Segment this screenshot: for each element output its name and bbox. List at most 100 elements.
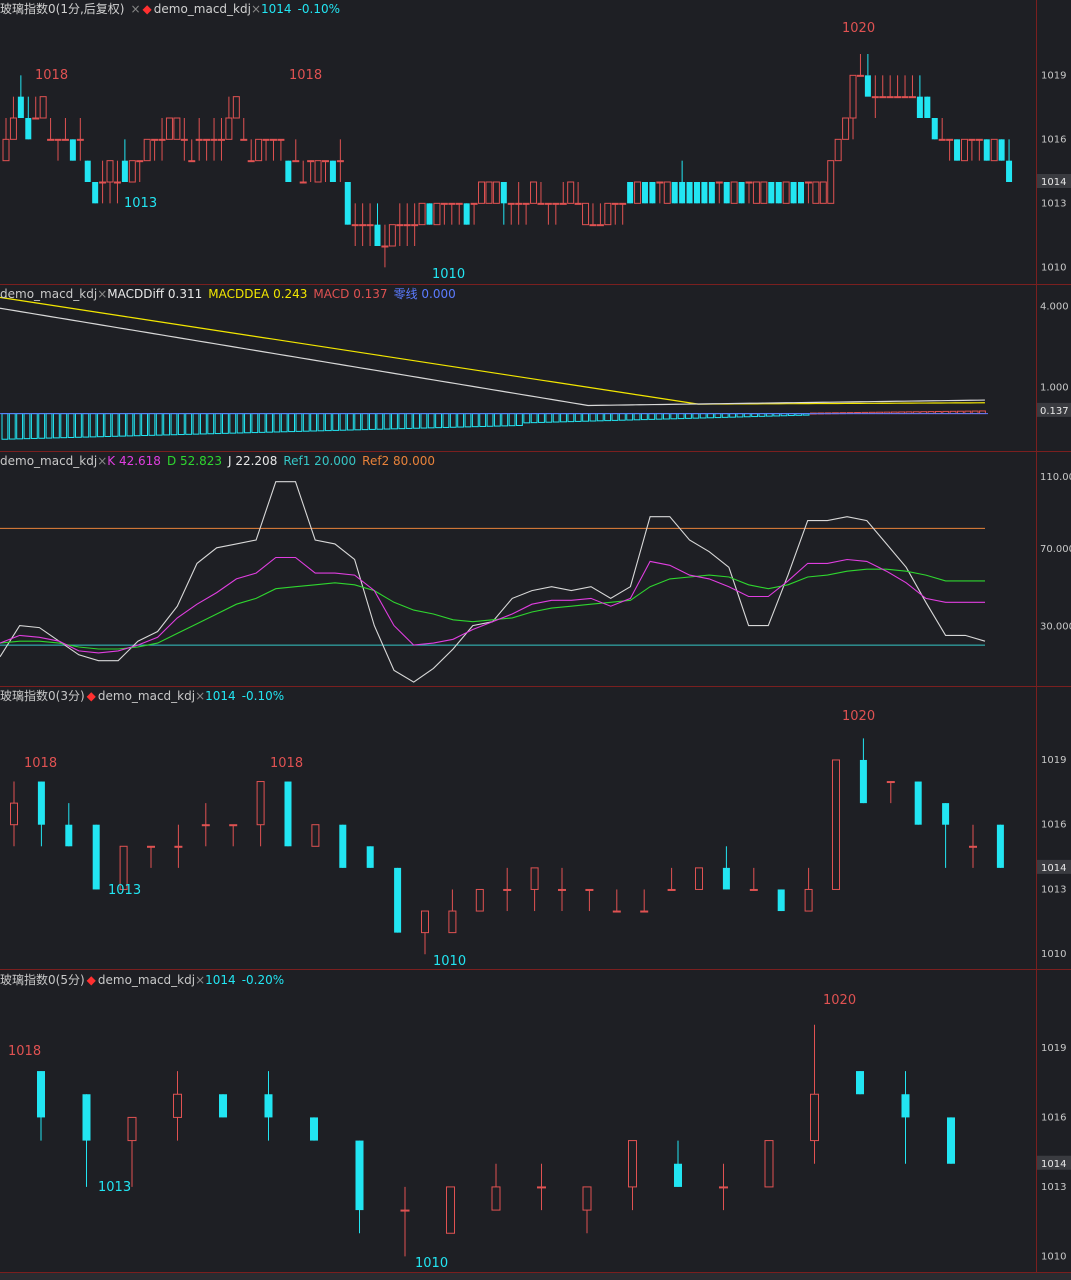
macd-histogram-bar bbox=[736, 413, 744, 418]
macd-histogram-bar bbox=[111, 413, 119, 437]
legend-macd: demo_macd_kdj×MACDDiff 0.311 MACDDEA 0.24… bbox=[0, 287, 462, 301]
k5-high-label: 1018 bbox=[8, 1044, 41, 1059]
legend-k1-sep[interactable]: × bbox=[130, 2, 141, 16]
k1-candle-down bbox=[701, 182, 708, 204]
k1-candle-up bbox=[210, 138, 218, 141]
legend-k3-close[interactable]: × bbox=[195, 689, 206, 703]
k3-candle-down bbox=[859, 759, 867, 804]
k1-price-tick: 1016 bbox=[1041, 134, 1066, 145]
k1-candle-up bbox=[173, 117, 181, 140]
k5-candle-down bbox=[310, 1117, 318, 1141]
k5-candle-up bbox=[810, 1093, 819, 1142]
k3-candle-down bbox=[394, 867, 402, 933]
macd-histogram-bar bbox=[604, 413, 612, 422]
legend-k5-pct: -0.20% bbox=[241, 973, 285, 987]
macd-histogram-bar bbox=[141, 413, 148, 437]
legend-kdj-close[interactable]: × bbox=[97, 454, 108, 468]
k5-candle-down bbox=[947, 1117, 955, 1164]
macd-histogram-bar bbox=[133, 413, 141, 437]
macd-histogram-bar bbox=[324, 413, 332, 432]
legend-kdj-ref1: Ref1 20.000 bbox=[283, 454, 357, 468]
k3-candle-up bbox=[229, 824, 238, 827]
k1-candle-up bbox=[307, 160, 315, 163]
k1-candle-down bbox=[723, 182, 730, 204]
k1-candle-up bbox=[151, 138, 159, 141]
macd-histogram-bar bbox=[405, 413, 413, 429]
k1-candle-up bbox=[827, 160, 835, 204]
k1-candle-down bbox=[649, 182, 656, 204]
k1-candle-up bbox=[567, 181, 575, 204]
legend-k3: 玻璃指数0(3分) ◆ demo_macd_kdj×1014 -0.10% bbox=[0, 689, 290, 703]
k1-price-tick: 1019 bbox=[1041, 70, 1066, 81]
k3-candle-up bbox=[804, 888, 813, 912]
k3-high-label: 1020 bbox=[842, 709, 875, 724]
k3-high-label: 1018 bbox=[270, 756, 303, 771]
k3-candle-down bbox=[339, 824, 347, 868]
k3-candle-down bbox=[996, 824, 1004, 868]
k1-candle-down bbox=[1006, 160, 1013, 182]
k1-candle-up bbox=[849, 74, 857, 119]
k1-candle-down bbox=[344, 182, 351, 225]
k1-candle-down bbox=[916, 96, 923, 118]
k1-candle-down bbox=[864, 75, 871, 97]
legend-k1-name: 玻璃指数0(1分,后复权) bbox=[0, 2, 125, 16]
k3-candle-up bbox=[421, 910, 429, 934]
k1-candle-up bbox=[158, 138, 166, 141]
macd-histogram-bar bbox=[648, 413, 656, 420]
k3-candle-up bbox=[667, 888, 676, 891]
macd-histogram-bar bbox=[339, 413, 347, 431]
k1-low-label: 1013 bbox=[124, 196, 157, 211]
macd-histogram-bar bbox=[567, 413, 575, 423]
kdj-k-line bbox=[0, 556, 985, 654]
k3-candle-up bbox=[530, 867, 539, 890]
macd-histogram-bar bbox=[126, 413, 134, 437]
macd-histogram-bar bbox=[626, 413, 634, 421]
k1-candle-down bbox=[641, 182, 648, 204]
macd-histogram-bar bbox=[685, 413, 692, 419]
legend-macd-zero: 零线 0.000 bbox=[393, 287, 456, 301]
macd-tick: 1.000 bbox=[1040, 383, 1069, 394]
k3-candle-up bbox=[174, 845, 183, 848]
legend-kdj-k: K 42.618 bbox=[107, 454, 161, 468]
k1-candle-up bbox=[938, 138, 946, 141]
k1-candle-up bbox=[381, 245, 389, 248]
legend-k1-close[interactable]: × bbox=[250, 2, 262, 16]
macd-histogram-bar bbox=[729, 413, 737, 418]
k3-candle-up bbox=[969, 845, 977, 848]
k1-candle-up bbox=[604, 202, 612, 226]
k3-candle-up bbox=[147, 845, 155, 848]
k1-candle-down bbox=[924, 96, 931, 118]
macd-histogram-bar bbox=[119, 413, 126, 437]
k1-candle-up bbox=[834, 138, 842, 162]
k5-price-tick: 1019 bbox=[1041, 1043, 1066, 1054]
macd-histogram-bar bbox=[589, 413, 597, 422]
k1-candle-up bbox=[54, 138, 62, 141]
k3-candle-up bbox=[119, 845, 128, 890]
k3-candle-down bbox=[284, 781, 292, 847]
k1-candle-up bbox=[946, 138, 954, 141]
k1-last-price-box bbox=[1037, 174, 1071, 188]
kdj-tick: 30.000 bbox=[1040, 622, 1071, 633]
macd-histogram-bar bbox=[229, 413, 237, 434]
k5-candle-up bbox=[764, 1140, 774, 1188]
k1-candle-up bbox=[478, 181, 486, 204]
legend-macd-close[interactable]: × bbox=[97, 287, 108, 301]
legend-k3-name: 玻璃指数0(3分) bbox=[0, 689, 85, 703]
k1-candle-up bbox=[314, 160, 322, 183]
macd-histogram-bar bbox=[170, 413, 178, 436]
legend-macd-name: demo_macd_kdj bbox=[0, 287, 98, 301]
k3-candle-up bbox=[886, 781, 895, 784]
macd-histogram-bar bbox=[442, 413, 450, 428]
k3-candle-down bbox=[92, 824, 100, 890]
k1-candle-up bbox=[760, 181, 768, 204]
legend-k5-close[interactable]: × bbox=[195, 973, 206, 987]
macd-histogram-bar bbox=[38, 413, 46, 439]
k1-price-tick: 1013 bbox=[1041, 198, 1066, 209]
macd-histogram-bar bbox=[663, 413, 670, 420]
k1-candle-up bbox=[299, 181, 307, 184]
k1-candle-up bbox=[596, 224, 604, 227]
k5-price-tick: 1010 bbox=[1041, 1251, 1066, 1262]
macd-histogram-bar bbox=[199, 413, 207, 435]
